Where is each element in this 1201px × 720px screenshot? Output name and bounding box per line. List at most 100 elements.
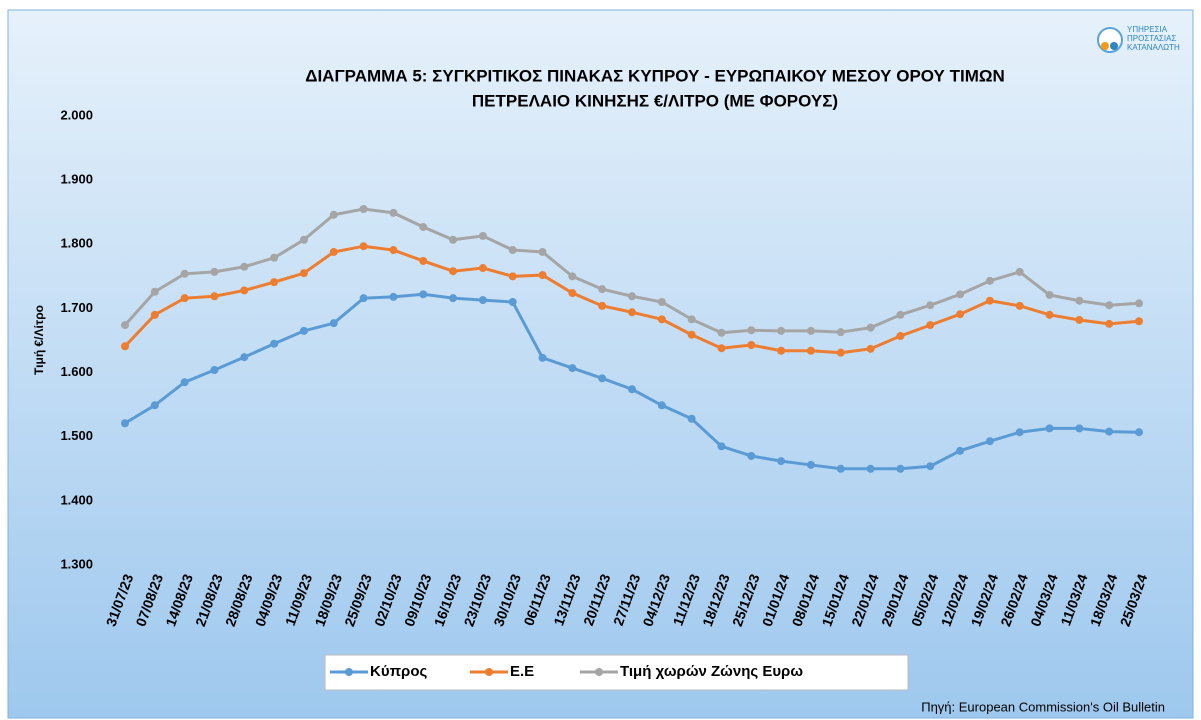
data-point [121, 342, 129, 351]
data-point [985, 437, 994, 446]
legend-label: Κύπρος [370, 663, 427, 680]
data-point [240, 262, 249, 271]
data-point [777, 346, 786, 355]
data-point [598, 285, 607, 294]
data-point [747, 340, 756, 349]
chart-area [7, 9, 1194, 719]
data-point [329, 210, 338, 219]
data-point [806, 326, 815, 335]
data-point [926, 321, 935, 330]
data-point [210, 366, 219, 375]
data-point [121, 321, 129, 330]
data-point [866, 344, 875, 353]
y-axis-label: Τιμή €/Λίτρο [32, 305, 46, 375]
logo-text: ΚΑΤΑΝΑΛΩΤΗ [1127, 43, 1180, 52]
source: Πηγή: European Commission's Oil Bulletin [921, 699, 1165, 714]
data-point [180, 269, 189, 278]
y-tick-label: 1.400 [60, 492, 93, 507]
data-point [538, 353, 547, 362]
data-point [1045, 310, 1054, 319]
legend-swatch [345, 668, 353, 676]
data-point [1105, 319, 1114, 328]
legend-label: Τιμή χωρών Ζώνης Ευρω [620, 663, 803, 680]
data-point [657, 401, 666, 410]
y-tick-label: 1.900 [60, 172, 93, 187]
data-point [657, 315, 666, 324]
data-point [866, 464, 875, 473]
y-tick-label: 1.800 [60, 236, 93, 251]
data-point [180, 294, 189, 303]
data-point [568, 289, 577, 298]
data-point [628, 292, 636, 301]
data-point [687, 330, 696, 339]
logo-text: ΠΡΟΣΤΑΣΙΑΣ [1127, 34, 1176, 43]
data-point [389, 208, 398, 217]
data-point [240, 353, 249, 362]
data-point [806, 346, 815, 355]
logo-icon [1097, 27, 1123, 53]
data-point [299, 326, 308, 335]
data-point [1135, 428, 1143, 437]
data-point [538, 271, 547, 280]
data-point [299, 235, 308, 244]
chart-title: ΠΕΤΡΕΛΑΙΟ ΚΙΝΗΣΗΣ €/ΛΙΤΡΟ (ΜΕ ΦΟΡΟΥΣ) [472, 91, 838, 110]
data-point [419, 256, 428, 265]
data-point [449, 267, 458, 276]
data-point [896, 464, 905, 473]
data-point [747, 326, 756, 335]
data-point [628, 308, 636, 317]
data-point [1015, 301, 1024, 310]
data-point [329, 247, 338, 256]
data-point [777, 457, 786, 466]
data-point [508, 272, 517, 281]
data-point [150, 310, 159, 319]
data-point [478, 231, 487, 240]
data-point [270, 339, 279, 348]
data-point [180, 378, 189, 387]
data-point [1015, 428, 1024, 437]
data-point [687, 315, 696, 324]
legend-swatch [485, 668, 493, 676]
data-point [836, 328, 845, 337]
data-point [389, 292, 398, 301]
y-tick-label: 1.600 [60, 364, 93, 379]
data-point [508, 298, 517, 307]
data-point [1135, 317, 1143, 326]
data-point [747, 451, 756, 460]
data-point [896, 310, 905, 319]
data-point [598, 374, 607, 383]
data-point [359, 205, 368, 214]
data-point [598, 301, 607, 310]
data-point [1045, 290, 1054, 299]
data-point [687, 414, 696, 423]
data-point [419, 222, 428, 231]
legend-label: Ε.Ε [510, 663, 534, 680]
data-point [449, 294, 458, 303]
data-point [836, 348, 845, 357]
data-point [359, 242, 368, 251]
data-point [717, 328, 726, 337]
data-point [150, 287, 159, 296]
data-point [956, 310, 965, 319]
data-point [926, 301, 935, 310]
data-point [866, 323, 875, 332]
data-point [926, 462, 935, 471]
data-point [956, 290, 965, 299]
data-point [478, 296, 487, 305]
data-point [1135, 299, 1143, 308]
data-point [1045, 424, 1054, 433]
data-point [210, 267, 219, 276]
chart-title: ΔΙΑΓΡΑΜΜΑ 5: ΣΥΓΚΡΙΤΙΚΟΣ ΠΙΝΑΚΑΣ ΚΥΠΡΟΥ … [305, 66, 1005, 85]
data-point [1075, 296, 1084, 305]
y-tick-label: 1.700 [60, 300, 93, 315]
legend-swatch [595, 668, 603, 676]
y-tick-label: 1.300 [60, 556, 93, 571]
data-point [1075, 424, 1084, 433]
data-point [657, 298, 666, 307]
data-point [299, 269, 308, 278]
data-point [449, 235, 458, 244]
data-point [121, 419, 129, 428]
data-point [240, 286, 249, 295]
data-point [1015, 267, 1024, 276]
